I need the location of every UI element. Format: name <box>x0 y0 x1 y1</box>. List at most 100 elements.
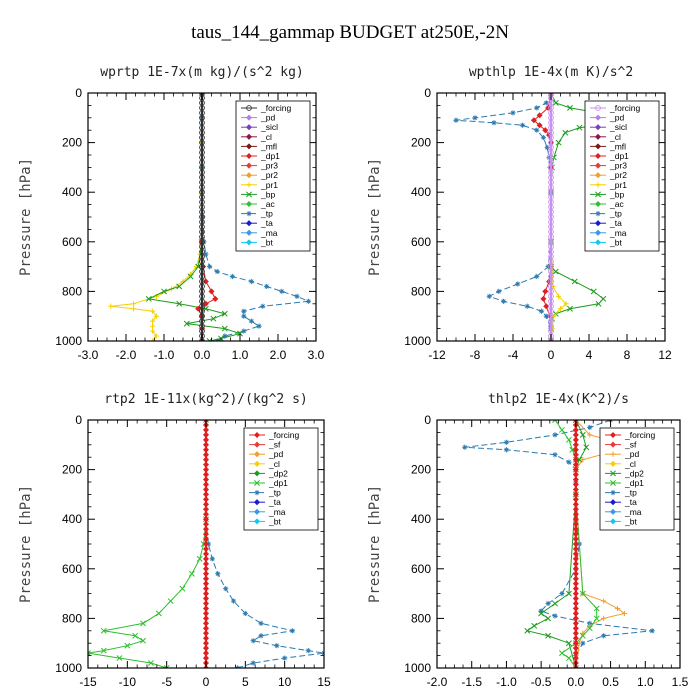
legend: _forcing_sf_pd_cl_dp2_dp1_tp_ta_ma_bt <box>599 427 675 531</box>
data-point <box>569 446 576 453</box>
legend-marker <box>253 499 261 506</box>
legend-label: _cl <box>268 459 280 469</box>
data-point <box>546 154 552 161</box>
data-point <box>593 605 600 612</box>
legend-item: _bt <box>605 516 637 526</box>
legend-item: _bt <box>249 516 281 526</box>
data-point <box>202 486 210 493</box>
legend-item: _bt <box>590 237 622 247</box>
data-point <box>544 144 550 151</box>
data-point <box>202 431 210 438</box>
y-tick-label: 1000 <box>404 661 431 675</box>
panel-title: wprtp 1E-7x(m kg)/(s^2 kg) <box>100 65 304 80</box>
data-point <box>531 622 538 629</box>
legend-marker <box>610 451 616 457</box>
data-point <box>600 295 607 302</box>
legend-label: _ta <box>609 218 622 228</box>
legend-label: _pr3 <box>260 161 278 171</box>
data-point <box>202 481 210 488</box>
legend-marker <box>594 200 602 208</box>
series-line <box>110 93 203 341</box>
data-point <box>203 251 209 257</box>
data-point <box>540 135 546 141</box>
data-point <box>258 620 264 626</box>
x-tick-label: -1.0 <box>496 675 517 689</box>
data-point <box>572 545 579 552</box>
data-point <box>202 645 210 652</box>
data-point <box>202 560 210 567</box>
plot-area <box>462 420 655 668</box>
x-tick-label: -2.0 <box>427 675 448 689</box>
x-tick-label: 4 <box>586 348 593 362</box>
y-tick-label: 1000 <box>404 334 431 348</box>
data-point <box>572 501 579 508</box>
legend-item: _tp <box>605 488 637 498</box>
data-point <box>583 444 590 451</box>
data-point <box>555 139 562 146</box>
x-tick-label: -15 <box>79 675 97 689</box>
legend-marker <box>246 182 252 188</box>
y-tick-label: 0 <box>75 86 82 100</box>
legend-item: _cl <box>605 459 636 469</box>
data-point <box>552 99 559 106</box>
data-point <box>524 303 530 309</box>
data-point <box>221 325 228 332</box>
legend-marker <box>253 451 261 458</box>
data-point <box>202 650 210 657</box>
series-dp1 <box>195 93 219 341</box>
data-point <box>202 476 210 483</box>
data-point <box>202 615 210 622</box>
x-tick-label: 2.0 <box>270 348 287 362</box>
data-point <box>202 466 210 473</box>
legend-label: _tp <box>260 209 273 219</box>
data-point <box>542 288 549 295</box>
data-point <box>274 643 280 649</box>
data-point <box>510 110 516 116</box>
legend-item: _bp <box>241 189 275 199</box>
legend-label: _pd <box>268 449 283 459</box>
legend-label: _cl <box>609 132 621 142</box>
x-tick-label: 0.5 <box>602 675 619 689</box>
legend-marker <box>609 460 617 467</box>
legend-label: _ta <box>268 497 281 507</box>
data-point <box>572 476 579 483</box>
legend-item: _forcing <box>249 430 300 440</box>
legend-item: _forcing <box>241 103 292 113</box>
data-point <box>545 615 552 622</box>
legend-marker <box>609 518 617 525</box>
y-tick-label: 400 <box>62 512 82 526</box>
y-tick-label: 0 <box>75 413 82 427</box>
series-forcing <box>199 93 205 341</box>
data-point <box>202 521 210 528</box>
data-point <box>590 288 597 295</box>
legend-item: _cl <box>249 459 280 469</box>
data-point <box>167 598 174 604</box>
x-tick-label: 12 <box>658 348 672 362</box>
data-point <box>587 424 593 431</box>
legend-marker <box>253 441 261 448</box>
data-point <box>237 330 243 337</box>
data-point <box>208 288 215 295</box>
legend-marker <box>253 518 261 525</box>
y-tick-label: 1000 <box>55 661 82 675</box>
x-tick-label: -3.0 <box>78 348 99 362</box>
y-tick-label: 400 <box>411 512 431 526</box>
legend-label: _pd <box>624 449 639 459</box>
data-point <box>601 615 607 621</box>
data-point <box>519 122 526 128</box>
data-point <box>258 633 264 639</box>
data-point <box>222 333 228 339</box>
legend-label: _pr1 <box>609 180 627 190</box>
panel-title: thlp2 1E-4x(K^2)/s <box>488 392 629 407</box>
legend-item: _cl <box>590 132 621 142</box>
legend-item: _pr3 <box>241 161 278 171</box>
legend-label: _sicl <box>260 122 278 132</box>
data-point <box>552 600 558 607</box>
legend-label: _tp <box>609 209 622 219</box>
data-point <box>491 120 497 126</box>
legend-item: _ma <box>590 228 627 238</box>
data-point <box>565 640 572 647</box>
legend-item: _forcing <box>590 103 641 113</box>
data-point <box>279 288 285 294</box>
legend-marker <box>595 105 601 111</box>
